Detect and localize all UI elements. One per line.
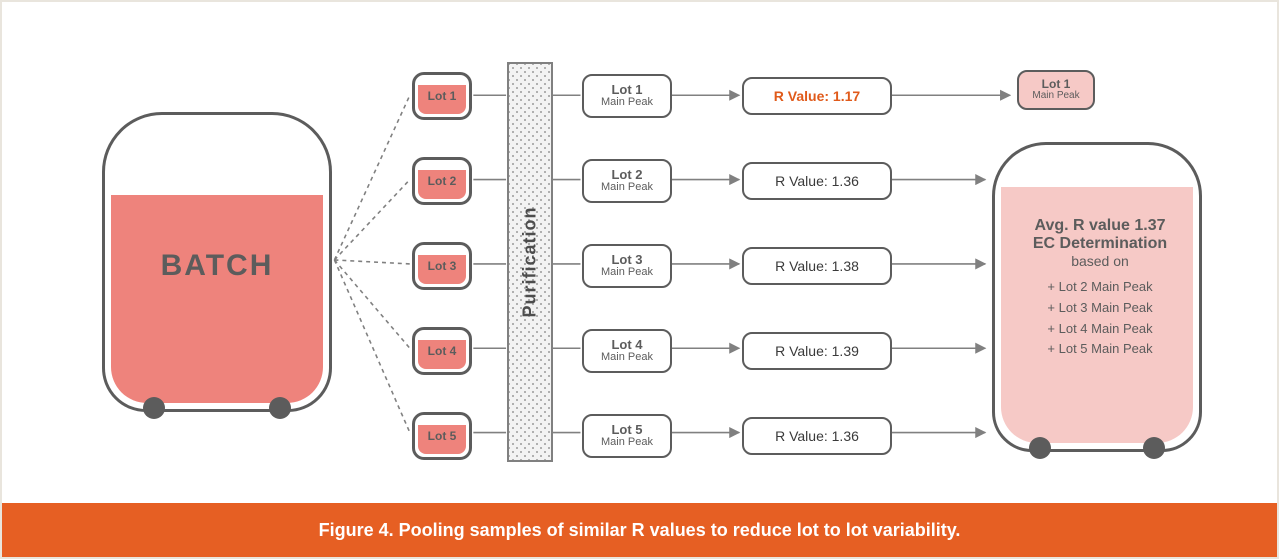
r-value-box: R Value: 1.39	[742, 332, 892, 370]
r-value-box: R Value: 1.17	[742, 77, 892, 115]
lot-box: Lot 1	[412, 72, 472, 120]
result-peak-item: + Lot 3 Main Peak	[1005, 298, 1195, 319]
lot-label: Lot 5	[415, 429, 469, 443]
main-peak-sub: Main Peak	[601, 97, 653, 109]
main-peak-box: Lot 1Main Peak	[582, 74, 672, 118]
r-value-box: R Value: 1.38	[742, 247, 892, 285]
batch-fill	[111, 195, 323, 403]
result-based-on: based on	[1005, 253, 1195, 269]
main-peak-lot: Lot 2	[611, 168, 642, 182]
purification-column: Purification	[507, 62, 553, 462]
result-peak-item: + Lot 5 Main Peak	[1005, 339, 1195, 360]
main-peak-lot: Lot 3	[611, 253, 642, 267]
excluded-lot-sub: Main Peak	[1032, 91, 1079, 102]
lot-box: Lot 4	[412, 327, 472, 375]
lot-label: Lot 2	[415, 174, 469, 188]
r-value-box: R Value: 1.36	[742, 162, 892, 200]
figure-frame: BATCH Lot 1 Lot 2 Lot 3 Lot 4 Lot 5 Purifica…	[0, 0, 1279, 559]
batch-vessel: BATCH	[102, 112, 332, 412]
main-peak-sub: Main Peak	[601, 437, 653, 449]
excluded-lot-box: Lot 1 Main Peak	[1017, 70, 1095, 110]
r-value-box: R Value: 1.36	[742, 417, 892, 455]
main-peak-box: Lot 3Main Peak	[582, 244, 672, 288]
main-peak-lot: Lot 5	[611, 423, 642, 437]
lot-label: Lot 1	[415, 89, 469, 103]
lot-box: Lot 5	[412, 412, 472, 460]
main-peak-lot: Lot 4	[611, 338, 642, 352]
main-peak-sub: Main Peak	[601, 182, 653, 194]
main-peak-sub: Main Peak	[601, 352, 653, 364]
result-peak-item: + Lot 2 Main Peak	[1005, 277, 1195, 298]
lot-box: Lot 2	[412, 157, 472, 205]
result-avg: Avg. R value 1.37	[1005, 217, 1195, 235]
main-peak-sub: Main Peak	[601, 267, 653, 279]
result-ec: EC Determination	[1005, 235, 1195, 253]
purification-label: Purification	[520, 206, 541, 317]
wheel-icon	[269, 397, 291, 419]
wheel-icon	[143, 397, 165, 419]
batch-label: BATCH	[105, 249, 329, 283]
result-vessel: Avg. R value 1.37 EC Determination based…	[992, 142, 1202, 452]
result-summary: Avg. R value 1.37 EC Determination based…	[1005, 217, 1195, 360]
result-peak-item: + Lot 4 Main Peak	[1005, 319, 1195, 340]
wheel-icon	[1143, 437, 1165, 459]
main-peak-box: Lot 4Main Peak	[582, 329, 672, 373]
figure-caption: Figure 4. Pooling samples of similar R v…	[2, 503, 1277, 557]
lot-label: Lot 4	[415, 344, 469, 358]
main-peak-box: Lot 2Main Peak	[582, 159, 672, 203]
wheel-icon	[1029, 437, 1051, 459]
main-peak-lot: Lot 1	[611, 83, 642, 97]
lot-box: Lot 3	[412, 242, 472, 290]
result-peak-list: + Lot 2 Main Peak+ Lot 3 Main Peak+ Lot …	[1005, 277, 1195, 360]
diagram-canvas: BATCH Lot 1 Lot 2 Lot 3 Lot 4 Lot 5 Purifica…	[2, 2, 1277, 503]
lot-label: Lot 3	[415, 259, 469, 273]
main-peak-box: Lot 5Main Peak	[582, 414, 672, 458]
